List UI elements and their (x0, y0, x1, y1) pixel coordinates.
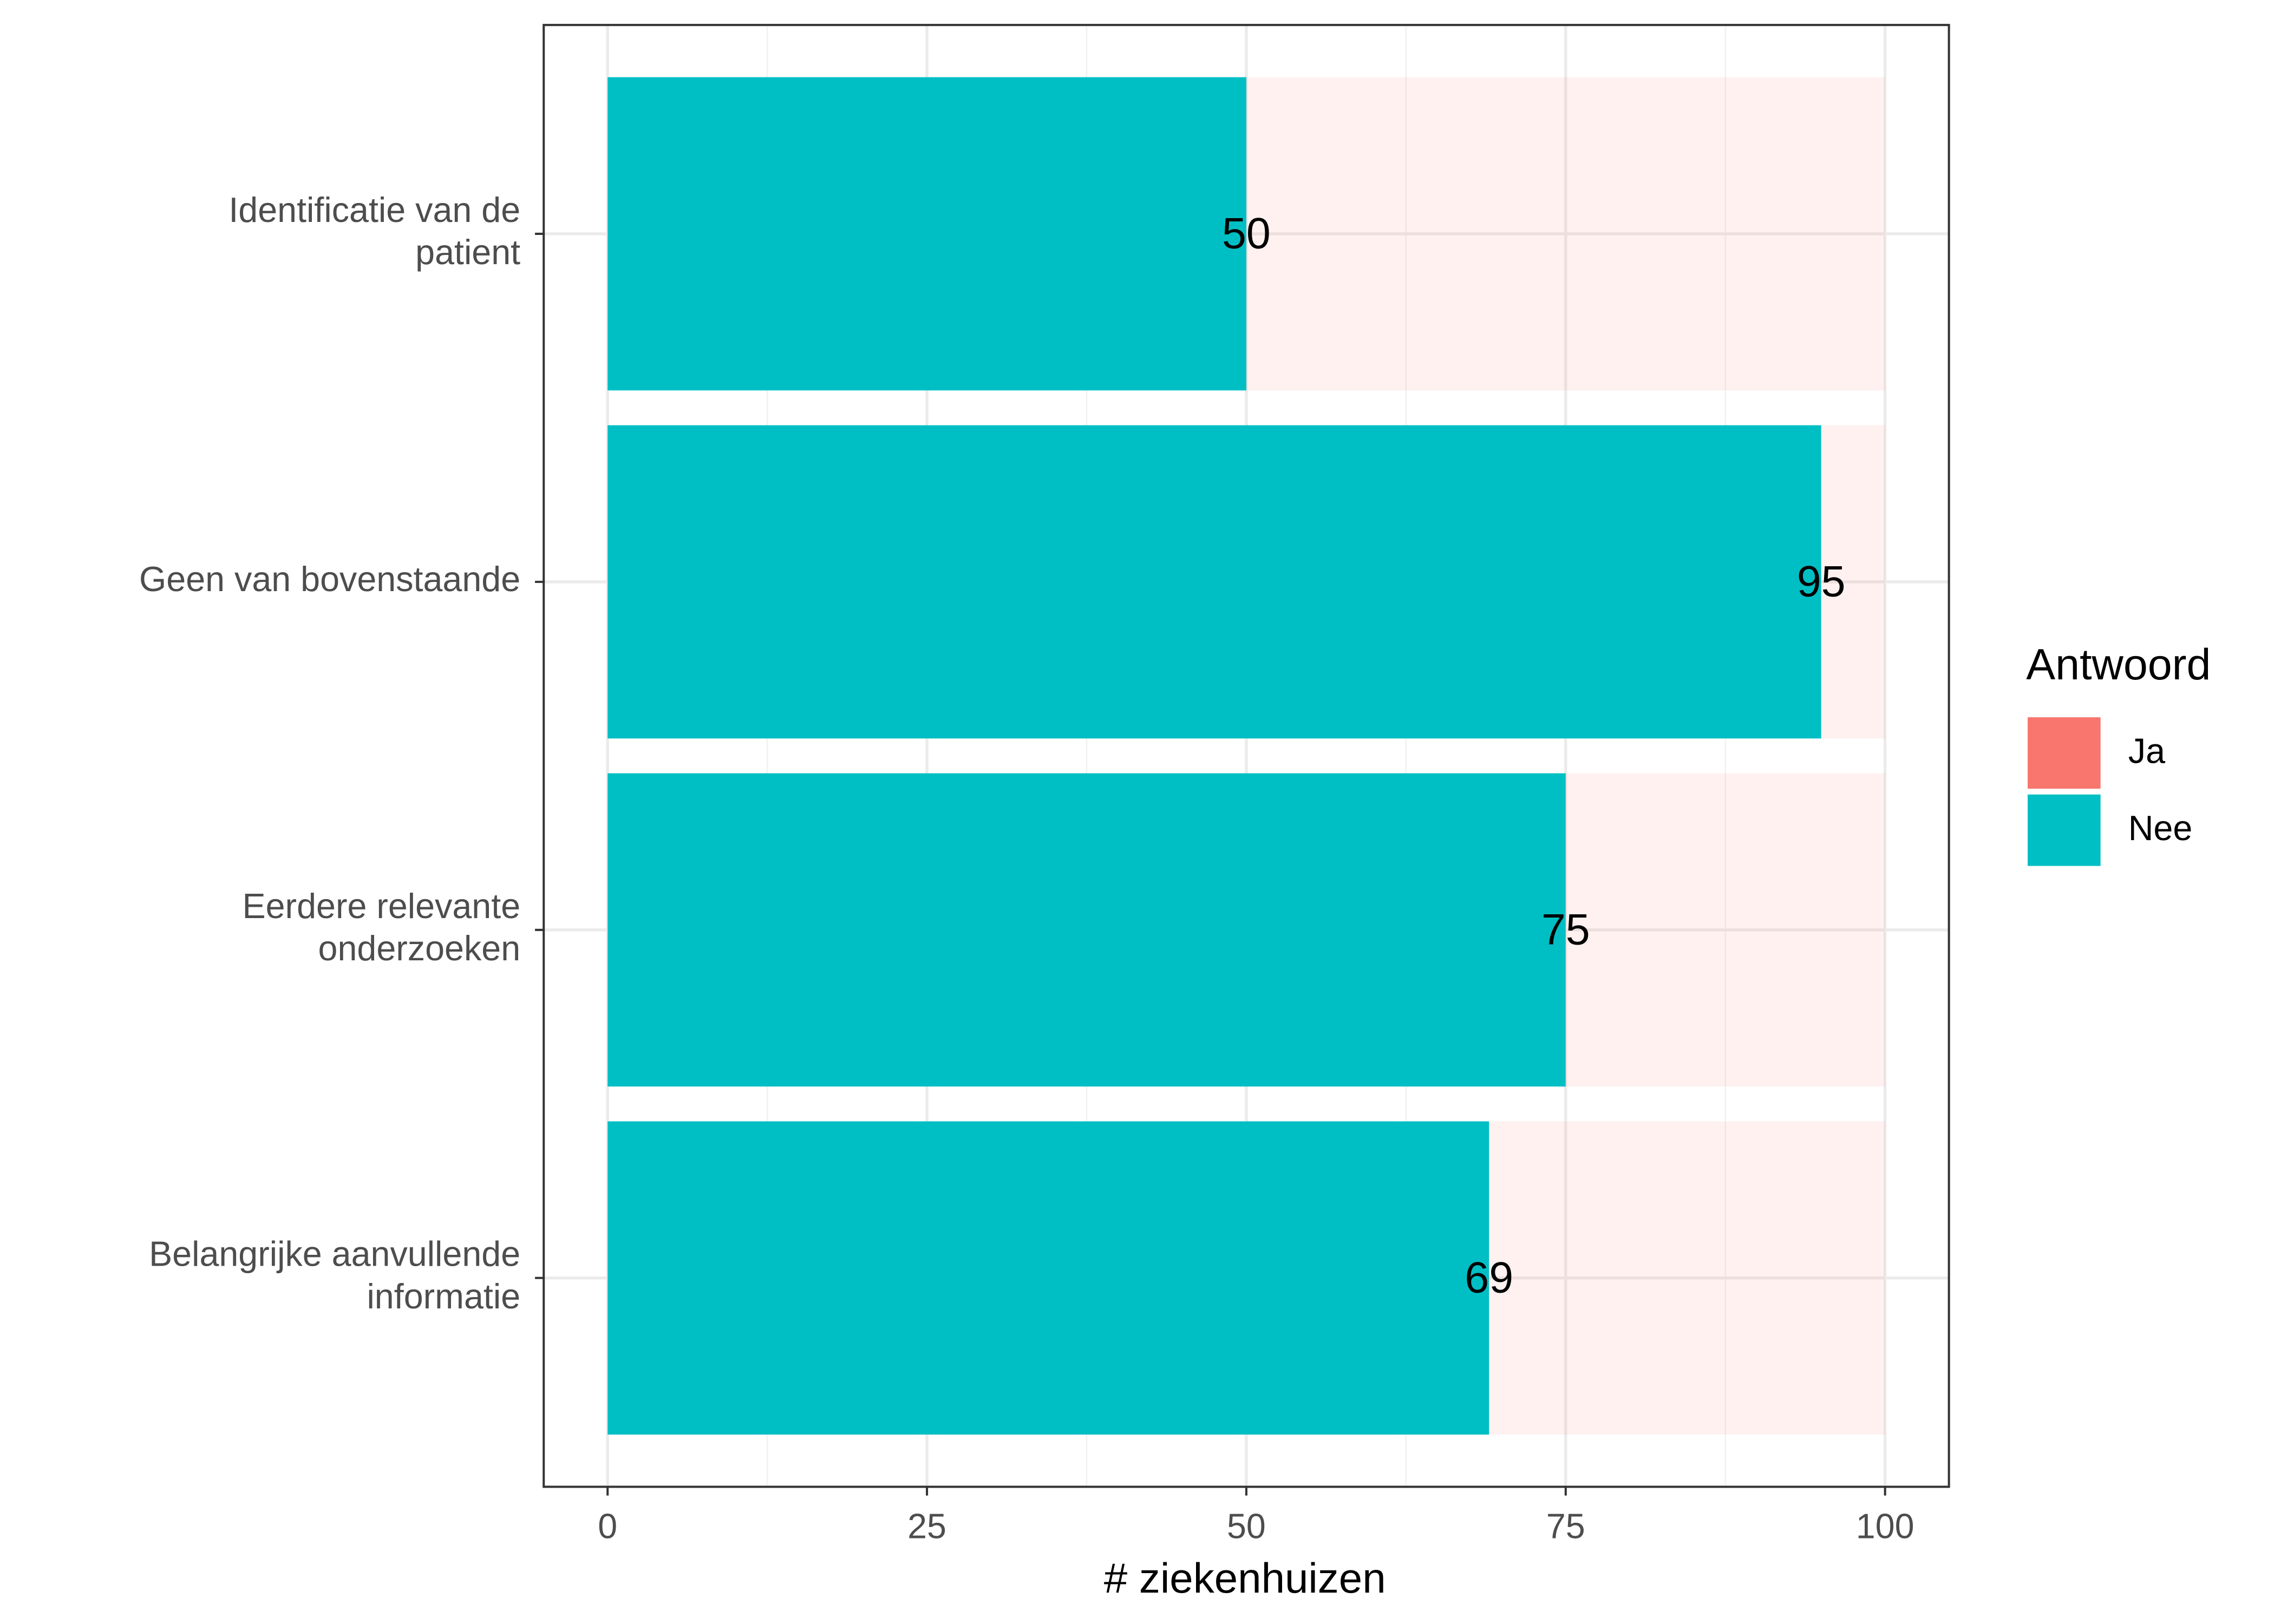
bar (1489, 1121, 1885, 1435)
legend-label: Ja (2128, 731, 2165, 770)
bar (1821, 425, 1885, 739)
value-label: 50 (1222, 209, 1271, 258)
bar (607, 77, 1246, 391)
x-tick-label: 100 (1856, 1507, 1914, 1546)
x-tick-label: 50 (1227, 1507, 1266, 1546)
y-tick-label: Belangrijke aanvullende informatie (149, 1235, 520, 1316)
x-tick-label: 0 (598, 1507, 617, 1546)
x-tick-label: 25 (907, 1507, 946, 1546)
y-tick-label: Geen van bovenstaande (139, 560, 520, 599)
legend-key (2028, 717, 2101, 789)
legend-key (2028, 794, 2101, 866)
y-tick-label: Eerdere relevante onderzoeken (243, 887, 521, 968)
bar (1246, 77, 1885, 391)
legend-label: Nee (2128, 809, 2193, 848)
x-tick-label: 75 (1546, 1507, 1585, 1546)
bar (1565, 773, 1885, 1087)
value-label: 95 (1797, 558, 1846, 606)
legend-title: Antwoord (2026, 640, 2211, 689)
bar (607, 1121, 1489, 1435)
y-tick-label: Identificatie van de patient (228, 191, 520, 272)
bar (607, 773, 1566, 1087)
x-axis-title: # ziekenhuizen (1104, 1554, 1386, 1602)
value-label: 75 (1541, 906, 1590, 954)
bar (607, 425, 1821, 739)
value-label: 69 (1465, 1253, 1513, 1302)
